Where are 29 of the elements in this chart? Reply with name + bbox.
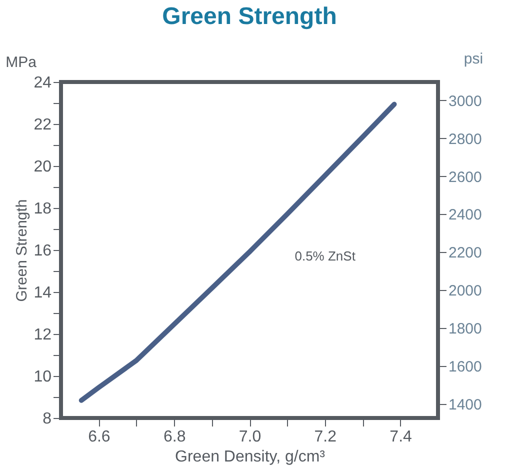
y-axis-title: Green Strength: [14, 199, 31, 302]
y-tick-label: 18: [34, 200, 52, 218]
x-axis-title: Green Density, g/cm³: [175, 448, 326, 466]
y2-tick-label: 1600: [448, 358, 482, 376]
y-tick-label: 16: [34, 242, 52, 260]
y2-tick-label: 2400: [448, 206, 482, 224]
text: MPa: [6, 54, 38, 71]
y2-tick-label: 2600: [448, 168, 482, 186]
annotation: 0.5% ZnSt: [294, 248, 356, 264]
y2-tick-label: 2200: [448, 244, 482, 262]
y2-tick-label: 2800: [448, 130, 482, 148]
x-tick-label: 6.6: [88, 428, 110, 446]
y-tick-label: 20: [34, 158, 52, 176]
y2-tick-label: 3000: [448, 92, 482, 110]
x-tick-label: 6.8: [163, 428, 186, 446]
y-tick-label: 14: [34, 284, 52, 302]
y-tick-label: 10: [34, 368, 52, 386]
y-tick-label: 12: [34, 326, 52, 344]
x-tick-label: 7.2: [314, 428, 337, 446]
chart-title: Green Strength: [162, 3, 337, 30]
y2-tick-label: 1800: [448, 320, 482, 338]
y-tick-label: 22: [34, 116, 52, 134]
y-tick-label: 24: [34, 74, 52, 92]
y2-tick-label: 2000: [448, 282, 482, 300]
y2-axis-title: psi: [464, 50, 484, 68]
y2-tick-label: 1400: [448, 396, 482, 414]
y-tick-label: 8: [42, 410, 52, 428]
x-tick-label: 7.0: [238, 428, 262, 446]
x-tick-label: 7.4: [390, 428, 412, 446]
